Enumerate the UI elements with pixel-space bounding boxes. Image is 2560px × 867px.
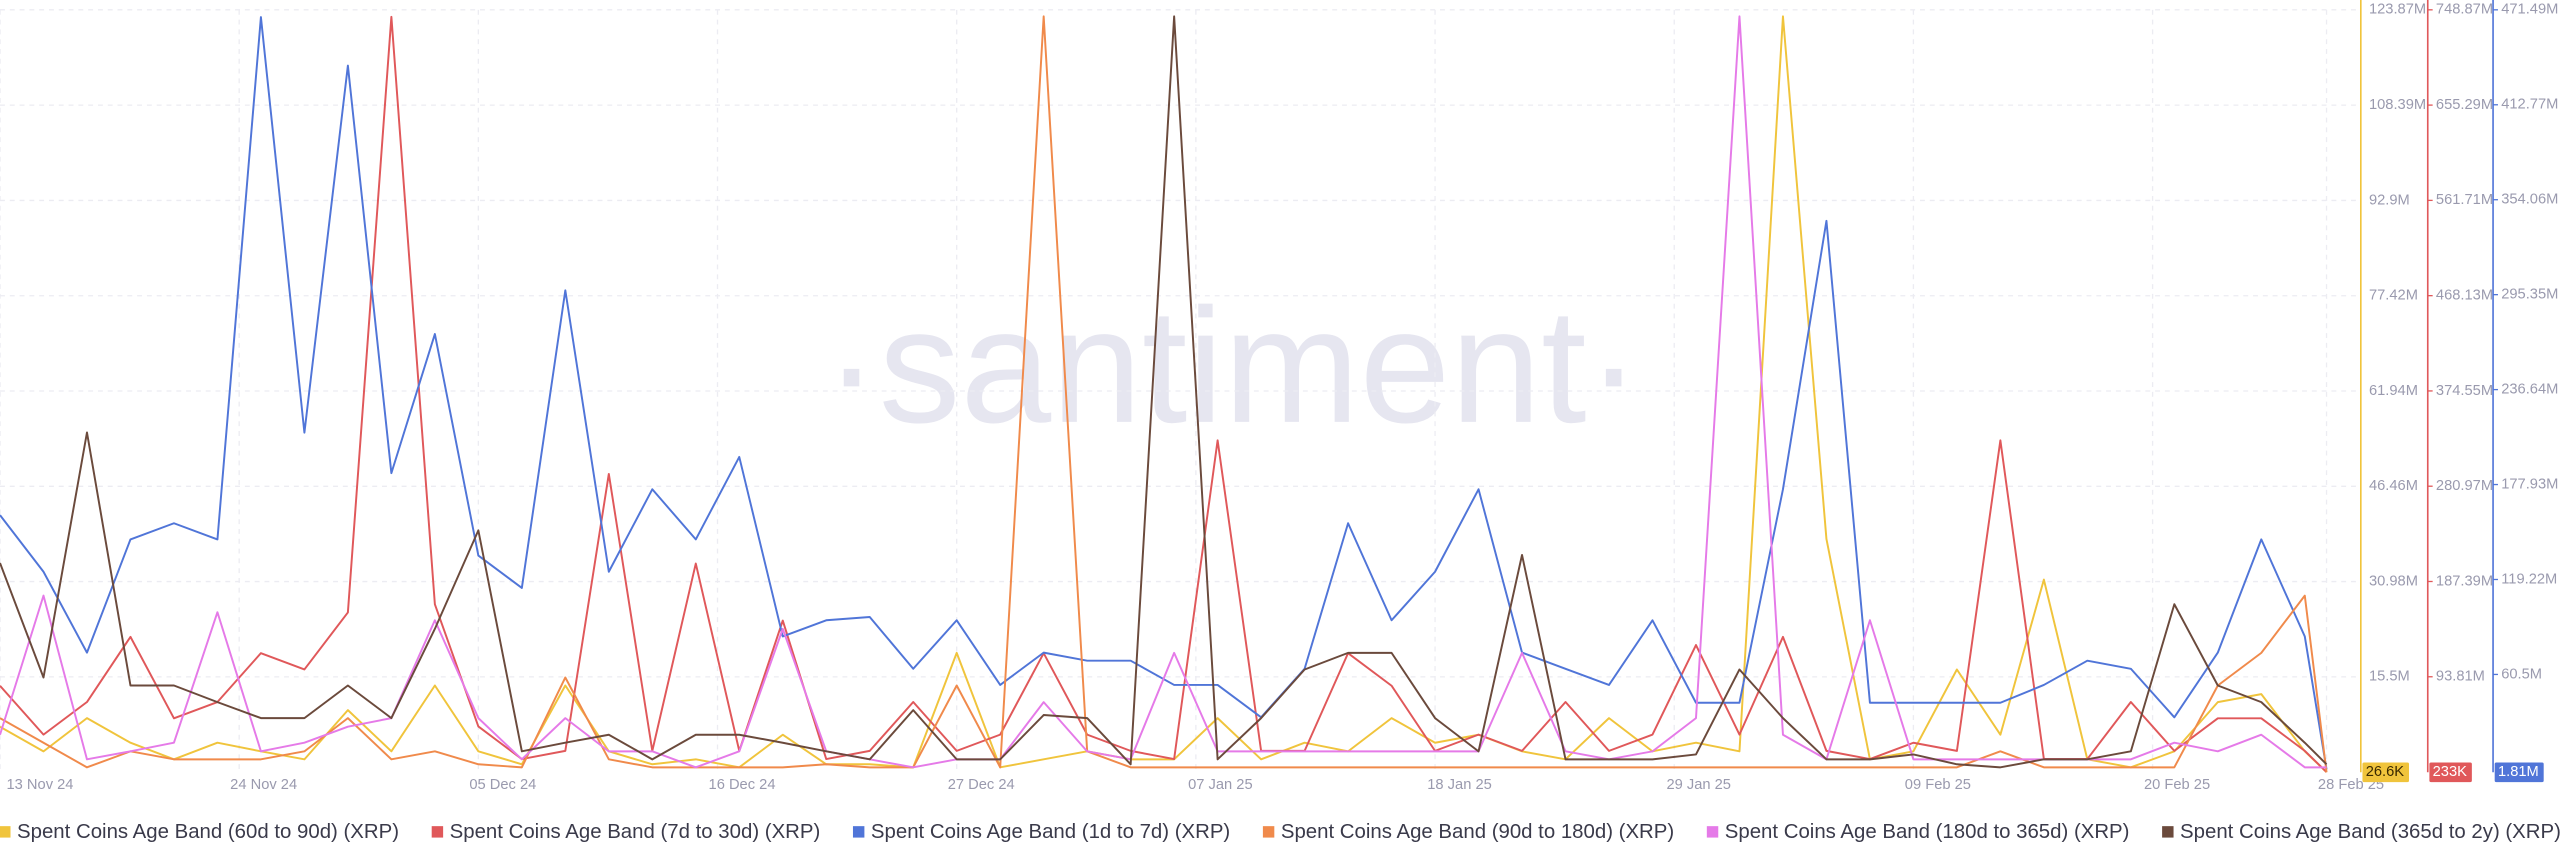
x-tick-label: 20 Feb 25	[2144, 777, 2210, 793]
x-tick-label: 24 Nov 24	[230, 777, 297, 793]
y-tick-label: 354.06M	[2501, 192, 2558, 208]
value-badge	[2494, 762, 2544, 783]
legend-label: Spent Coins Age Band (90d to 180d) (XRP)	[1281, 821, 1674, 843]
y-tick-label: 60.5M	[2501, 666, 2542, 682]
x-tick-label: 07 Jan 25	[1188, 777, 1253, 793]
y-tick-label: 30.98M	[2369, 573, 2418, 589]
legend-label: Spent Coins Age Band (1d to 7d) (XRP)	[871, 821, 1230, 843]
legend-label: Spent Coins Age Band (180d to 365d) (XRP…	[1725, 821, 2130, 843]
legend-label: Spent Coins Age Band (365d to 2y) (XRP)	[2180, 821, 2560, 843]
x-tick-label: 29 Jan 25	[1666, 777, 1731, 793]
x-tick-label: 13 Nov 24	[7, 777, 74, 793]
y-tick-label: 123.87M	[2369, 2, 2426, 18]
y-tick-label: 108.39M	[2369, 97, 2426, 113]
x-tick-label: 05 Dec 24	[469, 777, 536, 793]
y-tick-label: 93.81M	[2436, 669, 2485, 685]
legend-marker	[2162, 826, 2174, 838]
series-line	[0, 15, 2328, 769]
legend-marker	[852, 826, 865, 838]
x-tick-label: 09 Feb 25	[1905, 777, 1971, 793]
series-line	[0, 15, 2328, 773]
y-tick-label: 92.9M	[2369, 192, 2410, 208]
y-tick-label: 561.71M	[2436, 192, 2493, 208]
x-tick-label: 18 Jan 25	[1427, 777, 1492, 793]
value-badge	[2362, 762, 2410, 783]
y-tick-label: 748.87M	[2436, 2, 2493, 18]
watermark: ·santiment·	[824, 274, 1640, 457]
y-tick-label: 468.13M	[2436, 288, 2493, 304]
value-badge	[2429, 762, 2472, 783]
value-badge-label: 26.6K	[2366, 764, 2405, 780]
y-tick-label: 236.64M	[2501, 381, 2558, 397]
series-line	[0, 15, 2328, 773]
y-tick-label: 412.77M	[2501, 97, 2558, 113]
legend-marker	[0, 826, 11, 838]
y-tick-label: 15.5M	[2369, 669, 2410, 685]
x-tick-label: 27 Dec 24	[948, 777, 1015, 793]
value-badge-label: 1.81M	[2498, 764, 2539, 780]
y-tick-label: 177.93M	[2501, 476, 2558, 492]
y-tick-label: 295.35M	[2501, 287, 2558, 303]
x-tick-label: 16 Dec 24	[709, 777, 776, 793]
legend-label: Spent Coins Age Band (7d to 30d) (XRP)	[450, 821, 821, 843]
y-tick-label: 77.42M	[2369, 288, 2418, 304]
legend-label: Spent Coins Age Band (60d to 90d) (XRP)	[17, 821, 399, 843]
legend-marker	[431, 826, 444, 838]
legend-marker	[1706, 826, 1719, 838]
value-badge-label: 233K	[2433, 764, 2468, 780]
y-tick-label: 119.22M	[2501, 571, 2557, 587]
series-line	[0, 16, 2328, 770]
y-tick-label: 61.94M	[2369, 383, 2418, 399]
y-tick-label: 471.49M	[2501, 2, 2558, 18]
legend-marker	[1262, 826, 1275, 838]
y-tick-label: 280.97M	[2436, 478, 2493, 494]
y-tick-label: 655.29M	[2436, 97, 2493, 113]
y-tick-label: 187.39M	[2436, 573, 2493, 589]
y-tick-label: 46.46M	[2369, 478, 2418, 494]
y-tick-label: 374.55M	[2436, 383, 2493, 399]
